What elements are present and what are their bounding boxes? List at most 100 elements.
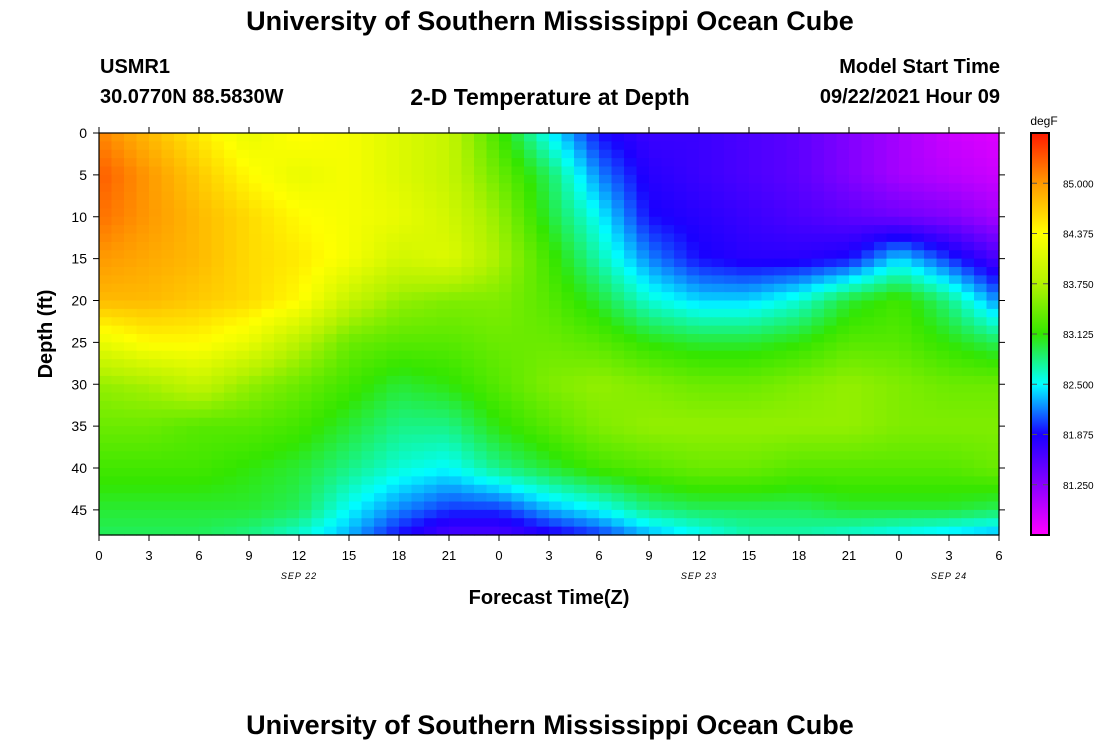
heatmap-cell (361, 509, 375, 519)
heatmap-cell (636, 200, 650, 209)
heatmap-cell (699, 292, 713, 302)
heatmap-cell (286, 509, 300, 519)
heatmap-cell (324, 442, 338, 452)
heatmap-cell (136, 325, 150, 335)
x-tick-label: 21 (842, 548, 856, 563)
heatmap-cell (674, 325, 688, 335)
heatmap-cell (161, 216, 175, 226)
y-tick-label: 5 (79, 167, 87, 183)
heatmap-cell (561, 141, 575, 151)
heatmap-cell (961, 526, 975, 536)
heatmap-cell (724, 476, 738, 486)
heatmap-cell (824, 283, 838, 293)
heatmap-cell (599, 476, 613, 486)
heatmap-cell (99, 334, 113, 343)
heatmap-cell (174, 283, 188, 293)
heatmap-cell (811, 367, 825, 377)
heatmap-cell (699, 317, 713, 327)
heatmap-cell (711, 308, 725, 318)
heatmap-cell (699, 275, 713, 285)
heatmap-cell (811, 225, 825, 235)
heatmap-cell (411, 283, 425, 293)
heatmap-cell (649, 317, 663, 327)
heatmap-cell (161, 518, 175, 528)
heatmap-cell (724, 375, 738, 385)
heatmap-cell (311, 317, 325, 327)
heatmap-cell (274, 459, 288, 469)
heatmap-cell (286, 191, 300, 201)
heatmap-cell (149, 300, 163, 310)
heatmap-cell (299, 158, 313, 168)
heatmap-cell (361, 149, 375, 159)
heatmap-cell (249, 200, 263, 209)
heatmap-cell (299, 392, 313, 402)
heatmap-cell (724, 208, 738, 218)
x-tick-label: 6 (595, 548, 602, 563)
heatmap-cell (899, 283, 913, 293)
heatmap-cell (136, 493, 150, 503)
heatmap-cell (899, 434, 913, 444)
heatmap-cell (911, 308, 925, 318)
heatmap-cell (761, 409, 775, 419)
heatmap-cell (561, 384, 575, 394)
heatmap-cell (936, 225, 950, 235)
heatmap-cell (274, 250, 288, 260)
heatmap-cell (124, 149, 138, 159)
heatmap-cell (561, 426, 575, 436)
heatmap-cell (786, 409, 800, 419)
heatmap-cell (399, 451, 413, 461)
heatmap-cell (324, 191, 338, 201)
heatmap-cell (886, 300, 900, 310)
heatmap-cell (286, 183, 300, 193)
heatmap-cell (661, 174, 675, 184)
heatmap-cell (424, 258, 438, 268)
heatmap-cell (949, 484, 963, 494)
heatmap-cell (824, 367, 838, 377)
heatmap-cell (186, 158, 200, 168)
heatmap-cell (699, 233, 713, 243)
heatmap-cell (574, 292, 588, 302)
heatmap-cell (99, 317, 113, 327)
heatmap-cell (286, 476, 300, 486)
heatmap-cell (561, 484, 575, 494)
heatmap-cell (174, 459, 188, 469)
heatmap-cell (811, 241, 825, 251)
heatmap-cell (311, 342, 325, 352)
heatmap-cell (636, 476, 650, 486)
heatmap-cell (299, 216, 313, 226)
heatmap-cell (274, 191, 288, 201)
heatmap-cell (599, 158, 613, 168)
heatmap-cell (324, 133, 338, 142)
heatmap-cell (236, 233, 250, 243)
heatmap-cell (599, 275, 613, 285)
heatmap-cell (536, 417, 550, 427)
heatmap-cell (736, 392, 750, 402)
heatmap-cell (361, 216, 375, 226)
colorbar-tick-label: 85.000 (1063, 179, 1094, 190)
heatmap-cell (274, 141, 288, 151)
heatmap-cell (611, 334, 625, 343)
heatmap-cell (349, 392, 363, 402)
heatmap-cell (686, 342, 700, 352)
heatmap-cell (199, 459, 213, 469)
heatmap-cell (599, 334, 613, 343)
heatmap-cell (849, 292, 863, 302)
heatmap-cell (586, 233, 600, 243)
heatmap-cell (574, 501, 588, 511)
heatmap-cell (836, 317, 850, 327)
heatmap-cell (536, 409, 550, 419)
heatmap-cell (961, 141, 975, 151)
heatmap-cell (124, 484, 138, 494)
heatmap-cell (986, 359, 1000, 369)
heatmap-cell (811, 375, 825, 385)
heatmap-cell (436, 417, 450, 427)
heatmap-cell (336, 392, 350, 402)
heatmap-cell (136, 275, 150, 285)
heatmap-cell (324, 283, 338, 293)
heatmap-cell (124, 401, 138, 410)
heatmap-cell (99, 493, 113, 503)
heatmap-cell (224, 267, 238, 276)
heatmap-cell (274, 484, 288, 494)
heatmap-cell (761, 342, 775, 352)
heatmap-cell (874, 417, 888, 427)
